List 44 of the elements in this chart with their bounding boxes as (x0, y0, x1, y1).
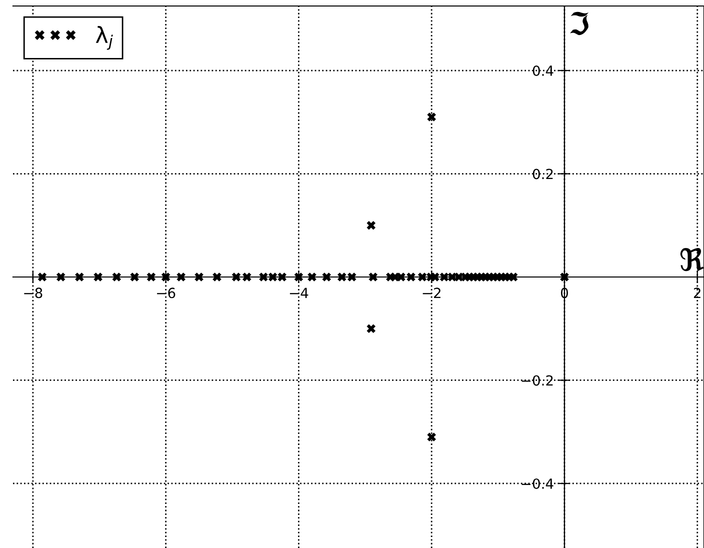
y-tick-label: 0.4 (532, 65, 554, 76)
point (368, 272, 378, 282)
point (366, 220, 376, 230)
x-tick-label: −8 (24, 288, 42, 298)
y-tick-label: 0.2 (532, 168, 553, 180)
x-tick-label: 2 (694, 288, 700, 298)
point (440, 272, 449, 282)
x-tick-label: −2 (422, 288, 440, 298)
y-tick-label: −0.4 (522, 478, 554, 489)
point (427, 112, 436, 122)
point (212, 272, 222, 282)
point (366, 324, 376, 334)
point (268, 272, 278, 282)
point (430, 272, 440, 282)
point (38, 272, 47, 282)
point (508, 272, 518, 282)
point (194, 272, 204, 282)
point (130, 272, 139, 282)
point (146, 272, 156, 282)
point (176, 272, 186, 282)
point (278, 272, 286, 282)
point (418, 272, 427, 282)
y-tick-label: −0.2 (522, 375, 553, 386)
point (294, 272, 304, 282)
point (242, 272, 252, 282)
point (406, 272, 416, 282)
point (347, 272, 356, 282)
point (427, 432, 436, 442)
point (308, 272, 316, 282)
point (560, 272, 569, 282)
point (161, 272, 170, 282)
point (259, 272, 268, 282)
legend-label: λ$_{j}$ (96, 26, 113, 50)
x-tick-label: −4 (290, 288, 308, 298)
point (112, 272, 122, 282)
point (94, 272, 102, 282)
point (322, 272, 331, 282)
x-axis-title: ℜ (680, 248, 704, 272)
point (232, 272, 241, 282)
point (337, 272, 346, 282)
y-axis-title: ℑ (570, 12, 589, 36)
point (75, 272, 84, 282)
point (56, 272, 66, 282)
x-tick-label: −6 (157, 288, 176, 298)
